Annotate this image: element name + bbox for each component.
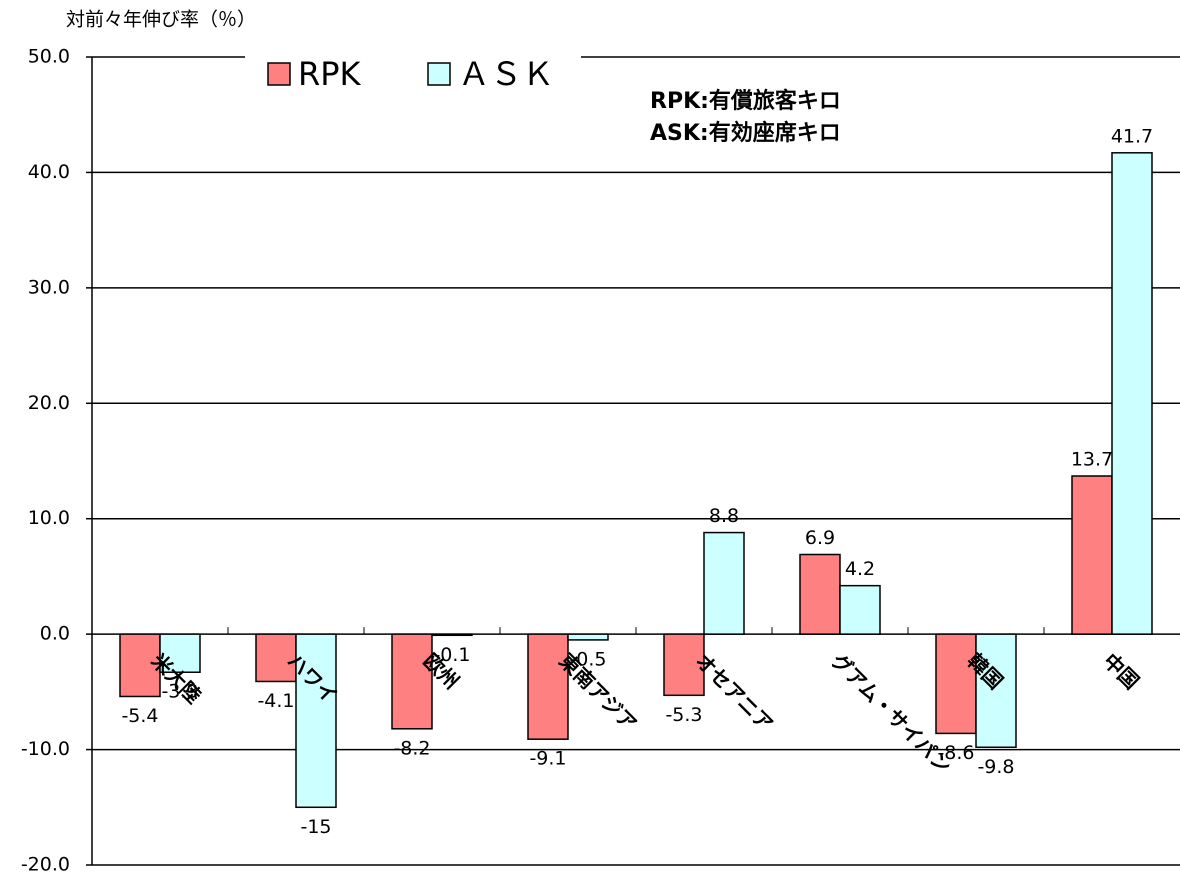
data-label: -5.3 xyxy=(665,704,702,726)
bar xyxy=(975,633,1017,749)
data-label: -15 xyxy=(300,816,331,838)
data-label: -5.4 xyxy=(121,705,158,727)
bar xyxy=(567,633,609,641)
data-label: 41.7 xyxy=(1111,125,1153,147)
bar xyxy=(1071,475,1113,635)
bar xyxy=(1111,152,1153,635)
bar xyxy=(703,531,745,635)
data-label: 4.2 xyxy=(845,558,875,580)
bar xyxy=(935,633,977,735)
y-tick-label: 50.0 xyxy=(28,46,70,68)
x-tick-label: 中国 xyxy=(1099,649,1144,694)
data-label: 13.7 xyxy=(1071,449,1113,471)
data-label: -9.1 xyxy=(529,748,566,770)
legend-label: RPK xyxy=(298,55,362,93)
y-axis-label: 対前々年伸び率（％） xyxy=(66,9,256,31)
y-tick-label: 0.0 xyxy=(40,623,70,645)
data-label: -9.8 xyxy=(977,756,1014,778)
bar xyxy=(391,633,433,730)
legend-box xyxy=(245,44,581,100)
annotation: RPK:有償旅客キロ xyxy=(650,88,841,114)
legend-swatch xyxy=(267,62,291,86)
bar xyxy=(295,633,337,809)
y-tick-label: 20.0 xyxy=(28,392,70,414)
bar xyxy=(119,633,161,698)
y-tick-label: -10.0 xyxy=(21,738,70,760)
bar xyxy=(159,633,201,673)
y-tick-label: 30.0 xyxy=(28,276,70,298)
data-label: 6.9 xyxy=(805,527,835,549)
data-label: -0.5 xyxy=(569,648,606,670)
data-label: 8.8 xyxy=(709,505,739,527)
y-tick-label: -20.0 xyxy=(21,854,70,876)
data-label: -8.6 xyxy=(937,742,974,764)
legend-swatch xyxy=(427,62,451,86)
y-tick-label: 40.0 xyxy=(28,161,70,183)
legend-label: ＡＳＫ xyxy=(458,55,554,93)
bar xyxy=(799,553,841,635)
data-label: -0.1 xyxy=(433,644,470,666)
bar xyxy=(663,633,705,697)
y-tick-label: 10.0 xyxy=(28,507,70,529)
data-label: -4.1 xyxy=(257,690,294,712)
bar xyxy=(839,584,881,635)
annotation: ASK:有効座席キロ xyxy=(650,120,841,146)
data-label: -3.3 xyxy=(161,681,198,703)
bar xyxy=(527,633,569,740)
data-label: -8.2 xyxy=(393,737,430,759)
bar xyxy=(431,633,473,637)
